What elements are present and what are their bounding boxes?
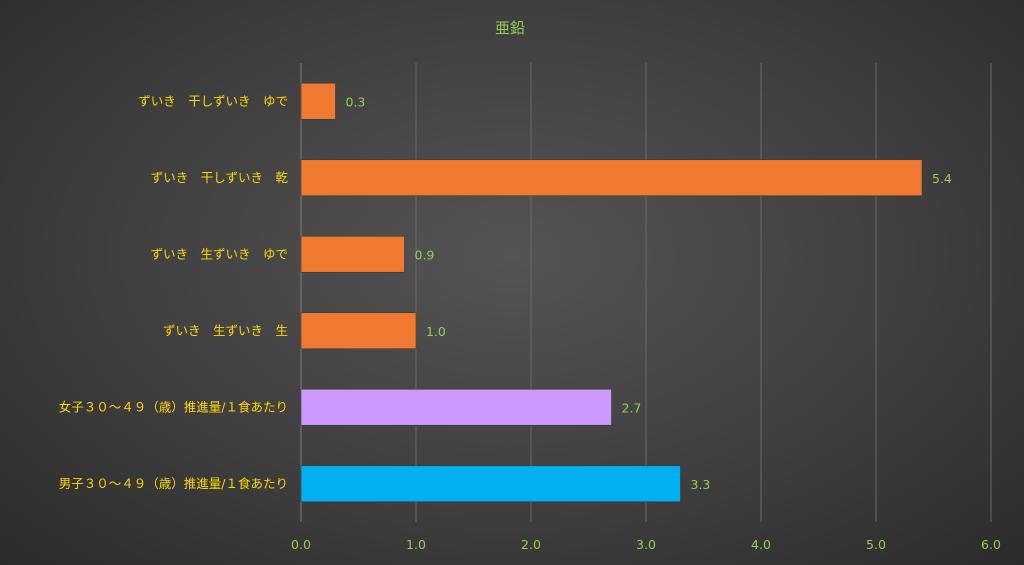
x-tick-label: 6.0 [981, 537, 1001, 552]
data-label: 0.3 [346, 94, 366, 109]
data-label: 3.3 [691, 477, 711, 492]
data-label: 2.7 [622, 400, 642, 415]
x-tick-label: 0.0 [291, 537, 311, 552]
category-label: 男子３０～４９（歳）推進量/１食あたり [59, 476, 288, 491]
category-label: ずいき 干しずいき ゆで [138, 93, 288, 108]
x-tick-label: 1.0 [406, 537, 426, 552]
category-label: ずいき 生ずいき ゆで [150, 246, 288, 261]
data-label: 5.4 [932, 171, 952, 186]
gridlines [300, 63, 992, 522]
x-tick-label: 5.0 [866, 537, 886, 552]
bar [300, 388, 612, 426]
data-label: 1.0 [426, 324, 446, 339]
chart-title: 亜鉛 [495, 19, 525, 37]
category-label: ずいき 干しずいき 乾 [151, 170, 289, 185]
labels: 0.0 1.0 2.0 3.0 4.0 5.0 6.0 ずいき 干しずいき ゆで 0.3 ずいき … [59, 93, 1001, 552]
category-label: 女子３０～４９（歳）推進量/１食あたり [59, 399, 288, 414]
category-label: ずいき 生ずいき 生 [163, 323, 288, 338]
bar [300, 82, 336, 120]
x-tick-label: 4.0 [751, 537, 771, 552]
bar [300, 312, 417, 350]
x-tick-label: 3.0 [636, 537, 656, 552]
data-label: 0.9 [415, 247, 435, 262]
bars [300, 82, 923, 503]
bar [300, 159, 923, 197]
bar [300, 235, 405, 273]
x-tick-label: 2.0 [521, 537, 541, 552]
bar [300, 465, 681, 503]
